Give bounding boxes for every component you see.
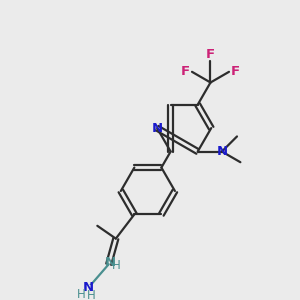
Text: N: N — [83, 280, 94, 293]
Text: H: H — [112, 259, 121, 272]
Text: F: F — [181, 65, 190, 78]
Text: H: H — [87, 289, 96, 300]
Text: H: H — [77, 288, 86, 300]
Text: N: N — [152, 122, 163, 135]
Text: F: F — [206, 48, 215, 62]
Text: N: N — [216, 145, 227, 158]
Text: F: F — [231, 65, 240, 78]
Text: N: N — [105, 256, 116, 269]
